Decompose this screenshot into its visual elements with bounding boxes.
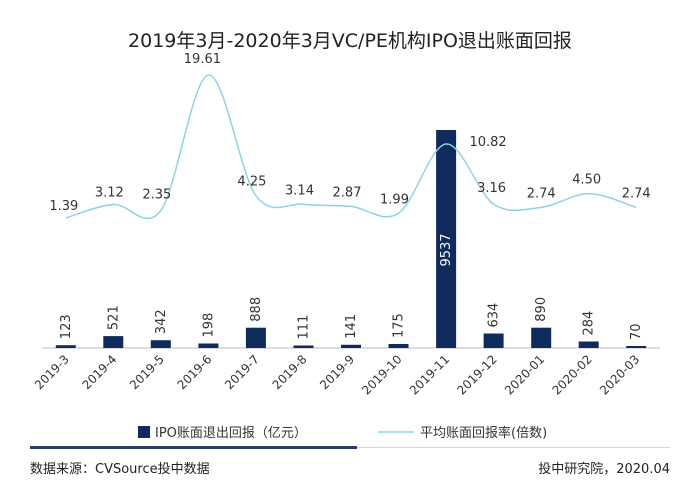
bar-value-label: 284 [582,311,597,336]
bar-2019-7 [245,327,266,348]
bar-value-label: 521 [106,305,121,330]
chart-title: 2019年3月-2020年3月VC/PE机构IPO退出账面回报 [128,30,572,52]
bar-value-label: 634 [487,303,502,328]
bar-value-label: 141 [344,314,359,339]
line-value-label: 10.82 [469,135,506,150]
bar-2019-5 [150,340,171,348]
line-value-label: 3.12 [95,185,124,200]
bar-value-label: 890 [534,297,549,322]
x-tick-label: 2019-12 [454,352,499,397]
x-tick-label: 2020-02 [549,352,594,397]
legend-bar-label: IPO账面退出回报（亿元） [155,426,307,441]
x-tick-labels: 2019-3 2019-4 2019-5 2019-6 2019-7 2019-8 2019… [32,352,642,397]
line-value-label: 19.61 [184,52,221,67]
bar-data-labels: 123 521 342 198 888 111 141 175 9537 634 890 284 70 [59,233,644,340]
bar-2019-8 [293,345,314,348]
line-value-label: 3.16 [477,181,506,196]
x-tick-label: 2019-11 [407,352,452,397]
bar-2019-4 [103,336,124,348]
bar-2020-01 [531,327,552,348]
footer-divider-accent [30,446,357,449]
bar-value-label: 123 [59,314,74,339]
x-tick-label: 2019-3 [32,352,72,392]
return-ratio-line [65,74,637,220]
bar-2020-03 [626,346,647,348]
line-value-label: 1.39 [49,199,78,214]
line-value-label: 4.25 [237,175,266,190]
bar-value-label: 111 [297,315,312,340]
x-tick-label: 2019-5 [127,352,167,392]
data-source: 数据来源：CVSource投中数据 [30,461,210,477]
line-value-label: 2.35 [142,188,171,203]
bar-series [55,130,647,348]
legend-bar-swatch [138,426,150,438]
x-tick-label: 2019-6 [175,352,215,392]
bar-value-label: 198 [201,313,216,338]
footer-divider [357,447,670,448]
line-value-label: 4.50 [572,173,601,188]
bar-2019-6 [198,343,219,348]
x-tick-label: 2019-8 [270,352,310,392]
line-data-labels: 1.39 3.12 2.35 19.61 4.25 3.14 2.87 1.99 10.82 3.… [49,52,650,214]
line-value-label: 2.74 [622,186,651,201]
bar-value-label: 342 [154,309,169,334]
bar-2019-9 [341,344,361,348]
bar-value-label: 70 [629,323,644,340]
x-tick-label: 2020-03 [597,352,642,397]
x-tick-label: 2019-7 [222,352,262,392]
bar-value-label: 888 [249,297,264,322]
bar-2019-12 [483,333,504,348]
line-value-label: 1.99 [380,192,409,207]
bar-2019-11 [436,130,457,348]
x-tick-label: 2020-01 [502,352,547,397]
bar-2020-02 [578,341,599,348]
bar-value-label: 175 [392,313,407,338]
x-tick-label: 2019-10 [359,352,404,397]
line-value-label: 2.74 [527,186,556,201]
bar-value-label: 9537 [439,233,454,266]
line-value-label: 3.14 [285,183,314,198]
x-tick-label: 2019-9 [317,352,357,392]
legend: IPO账面退出回报（亿元） 平均账面回报率(倍数) [138,425,547,441]
line-value-label: 2.87 [333,185,362,200]
bar-2019-3 [55,345,76,348]
legend-line-label: 平均账面回报率(倍数) [420,425,547,441]
x-tick-label: 2019-4 [79,352,119,392]
bar-2019-10 [388,344,409,348]
publisher-credit: 投中研究院，2020.04 [538,461,670,477]
